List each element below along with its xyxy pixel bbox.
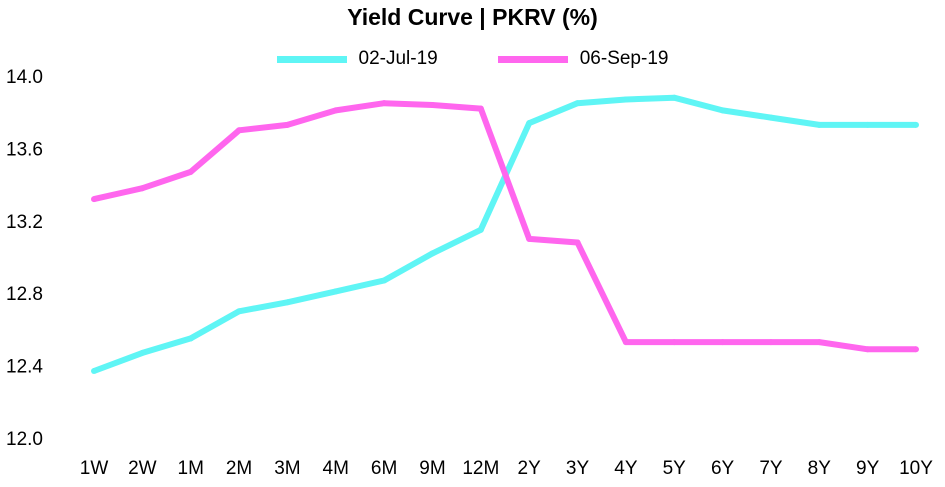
series-2-point <box>187 168 194 175</box>
x-tick-label: 7Y <box>759 458 783 479</box>
series-1-point <box>91 368 97 375</box>
series-line-2 <box>93 100 916 353</box>
series-2-point <box>381 100 388 107</box>
series-1-point <box>816 121 823 128</box>
series-2-point <box>526 235 533 242</box>
x-tick-label: 1W <box>80 458 109 479</box>
x-tick-label: 6M <box>371 458 397 479</box>
x-tick-label: 6Y <box>711 458 735 479</box>
series-1-point <box>429 250 436 257</box>
y-tick-label: 13.2 <box>6 212 43 233</box>
y-tick-label: 14.0 <box>6 67 43 88</box>
legend-label-series-2: 06-Sep-19 <box>579 48 669 69</box>
x-tick-label: 9Y <box>856 458 880 479</box>
series-2-point <box>332 107 339 114</box>
series-1-point <box>671 94 678 101</box>
x-tick-label: 3M <box>274 458 300 479</box>
x-tick-label: 9M <box>419 458 445 479</box>
y-tick-label: 12.8 <box>6 284 43 305</box>
series-1-point <box>187 335 194 342</box>
series-2-point <box>236 127 243 134</box>
series-1-point <box>719 107 726 114</box>
legend-item-series-1: 02-Jul-19 <box>276 48 438 70</box>
y-axis: 12.0 12.4 12.8 13.2 13.6 14.0 <box>6 67 43 450</box>
x-tick-label: 10Y <box>899 458 933 479</box>
series-2-point <box>816 339 823 346</box>
series-1-point <box>332 288 339 295</box>
series-1-point <box>236 308 243 315</box>
series-line-1 <box>92 94 916 374</box>
series-1-point <box>622 96 629 103</box>
legend-swatch-series-2 <box>497 55 568 63</box>
x-tick-label: 2Y <box>518 458 542 479</box>
series-1-point <box>526 120 533 127</box>
x-axis: 1W 2W 1M 2M 3M 4M 6M 9M 12M 2Y 3Y 4Y 5Y 6Y 7Y 8Y 9Y 10Y <box>80 458 933 479</box>
series-1-point <box>477 226 484 233</box>
x-tick-label: 5Y <box>663 458 687 479</box>
series-2-point <box>767 339 774 346</box>
series-2-point <box>864 346 871 353</box>
series-1-point <box>913 121 919 128</box>
x-tick-label: 4Y <box>614 458 638 479</box>
x-tick-label: 12M <box>462 458 499 479</box>
series-2-point <box>719 339 726 346</box>
legend-item-series-2: 06-Sep-19 <box>497 48 669 70</box>
series-2-point <box>574 239 581 246</box>
y-tick-label: 12.0 <box>6 429 43 450</box>
series-2-point <box>913 346 919 353</box>
series-2-point <box>671 339 678 346</box>
legend-label-series-1: 02-Jul-19 <box>358 48 438 69</box>
series-1-point <box>284 299 291 306</box>
series-2-point <box>622 339 629 346</box>
series-2-point <box>91 196 97 203</box>
series-2-point <box>139 185 146 192</box>
series-layer <box>91 94 919 375</box>
x-tick-label: 1M <box>178 458 204 479</box>
series-1-point <box>767 114 774 121</box>
x-tick-label: 2W <box>128 458 157 479</box>
y-tick-label: 13.6 <box>6 139 43 160</box>
series-1-point <box>574 100 581 107</box>
series-2-point <box>429 101 436 108</box>
x-tick-label: 4M <box>323 458 349 479</box>
series-2-point <box>477 105 484 112</box>
legend: 02-Jul-19 06-Sep-19 <box>0 48 945 70</box>
x-tick-label: 2M <box>226 458 252 479</box>
series-1-point <box>381 277 388 284</box>
series-1-point <box>139 349 146 356</box>
y-tick-label: 12.4 <box>6 357 43 378</box>
series-2-point <box>284 121 291 128</box>
chart-title: Yield Curve | PKRV (%) <box>347 4 598 30</box>
x-tick-label: 3Y <box>566 458 590 479</box>
x-tick-label: 8Y <box>808 458 832 479</box>
legend-swatch-series-1 <box>276 55 347 63</box>
series-1-point <box>864 121 871 128</box>
